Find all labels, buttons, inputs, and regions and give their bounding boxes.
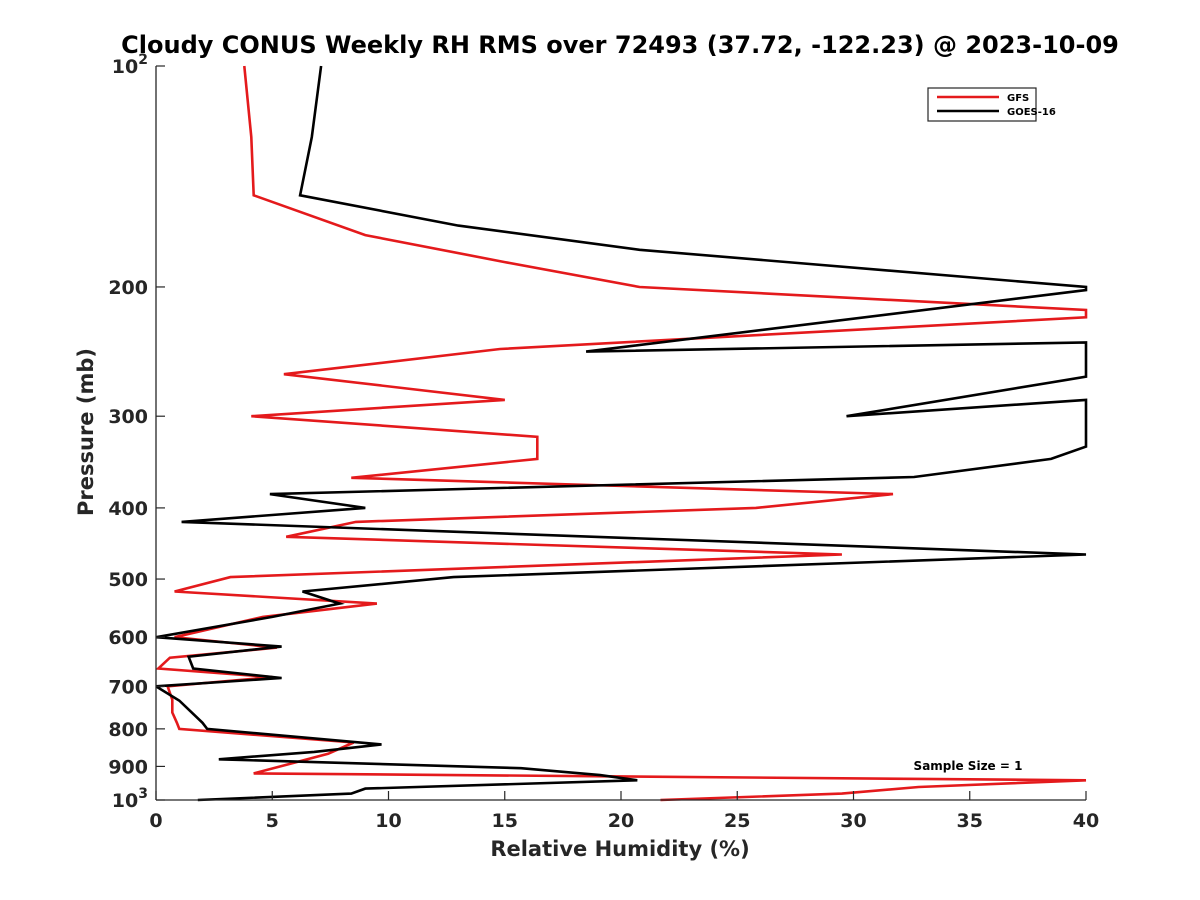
x-tick-label: 30 xyxy=(840,810,866,832)
y-tick-label: 400 xyxy=(108,498,148,520)
y-tick-label: 800 xyxy=(108,719,148,741)
y-tick-label: 600 xyxy=(108,627,148,649)
x-tick-label: 40 xyxy=(1073,810,1099,832)
x-tick-label: 0 xyxy=(149,810,162,832)
legend-box xyxy=(927,87,1037,122)
y-tick-label: 900 xyxy=(108,756,148,778)
chart-title: Cloudy CONUS Weekly RH RMS over 72493 (3… xyxy=(121,31,1119,59)
y-tick-label: 102 xyxy=(112,52,148,78)
y-tick-label: 700 xyxy=(108,676,148,698)
y-tick-label: 500 xyxy=(108,569,148,591)
legend-entry-label: GFS xyxy=(1007,93,1029,104)
sample-size-annotation: Sample Size = 1 xyxy=(914,759,1023,773)
x-tick-label: 25 xyxy=(724,810,750,832)
x-axis-label: Relative Humidity (%) xyxy=(490,837,749,861)
y-axis-label: Pressure (mb) xyxy=(74,348,98,516)
x-tick-label: 15 xyxy=(492,810,518,832)
x-tick-label: 10 xyxy=(375,810,401,832)
plot-area: 0 5 10 15 20 25 30 35 40 102 200 300 400 500 600 700 800… xyxy=(108,52,1099,832)
series-line-gfs xyxy=(156,65,1088,802)
y-tick-label: 300 xyxy=(108,406,148,428)
y-tick-label: 200 xyxy=(108,277,148,299)
x-tick-label: 5 xyxy=(266,810,279,832)
y-tick-label: 103 xyxy=(112,786,148,812)
series-line-goes-16 xyxy=(156,65,1088,802)
x-tick-label: 35 xyxy=(957,810,983,832)
x-tick-label: 20 xyxy=(608,810,634,832)
legend-entry-label: GOES-16 xyxy=(1007,107,1056,118)
legend: GFS GOES-16 xyxy=(927,87,1056,122)
